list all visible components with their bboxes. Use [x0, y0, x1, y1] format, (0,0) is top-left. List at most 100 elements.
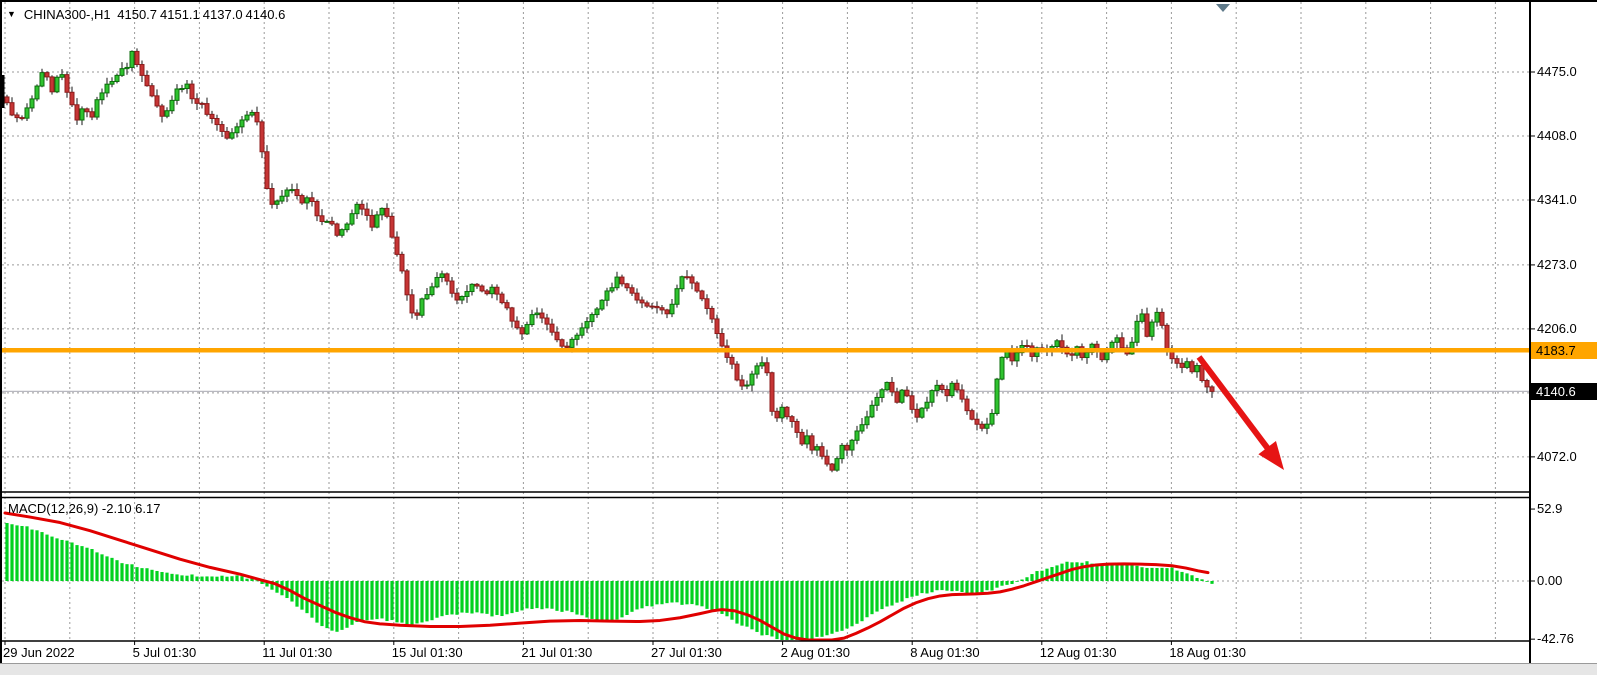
bear-candle	[134, 50, 140, 66]
macd-histogram-bar	[1135, 565, 1139, 581]
bull-candle	[439, 273, 445, 278]
bull-candle	[129, 50, 135, 68]
price-axis-label: 4475.0	[1537, 64, 1577, 79]
macd-histogram-bar	[700, 581, 704, 607]
trend-arrow-shaft[interactable]	[1196, 355, 1274, 455]
bull-candle	[1104, 351, 1110, 361]
time-axis-label: 27 Jul 01:30	[651, 645, 722, 660]
bear-candle	[629, 287, 635, 294]
macd-histogram-bar	[60, 539, 64, 581]
bull-candle	[669, 303, 675, 315]
macd-histogram-bar	[1085, 561, 1089, 581]
macd-histogram-bar	[595, 581, 599, 621]
macd-histogram-bar	[1030, 574, 1034, 581]
macd-histogram-bar	[615, 581, 619, 620]
bear-candle	[474, 283, 480, 287]
bull-candle	[814, 446, 820, 451]
bear-candle	[794, 420, 800, 433]
macd-histogram-bar	[1125, 563, 1129, 581]
collapse-ohlc-icon[interactable]: ▼	[7, 9, 16, 19]
macd-histogram-bar	[1100, 564, 1104, 581]
bull-candle	[1184, 361, 1190, 368]
bear-candle	[1119, 337, 1125, 349]
macd-histogram-bar	[275, 581, 279, 593]
macd-histogram-bar	[1165, 568, 1169, 581]
bull-candle	[164, 110, 170, 117]
bull-candle	[344, 223, 350, 231]
bottom-scroll-strip[interactable]	[0, 663, 1597, 675]
bear-candle	[954, 382, 960, 391]
bear-candle	[694, 282, 700, 292]
bull-candle	[1004, 351, 1010, 358]
bull-candle	[104, 83, 110, 94]
bull-candle	[39, 72, 45, 87]
bear-candle	[1069, 353, 1075, 356]
macd-histogram-bar	[500, 581, 504, 617]
bear-candle	[504, 302, 510, 309]
bear-candle	[399, 253, 405, 272]
macd-histogram-bar	[345, 581, 349, 628]
bull-candle	[919, 407, 925, 418]
macd-histogram-bar	[1045, 568, 1049, 581]
macd-histogram-bar	[1005, 581, 1009, 585]
macd-histogram-bar	[185, 575, 189, 581]
bull-candle	[169, 99, 175, 112]
macd-histogram-bar	[840, 581, 844, 631]
bear-candle	[979, 423, 985, 429]
bear-candle	[404, 270, 410, 296]
macd-histogram-bar	[1175, 570, 1179, 581]
bull-candle	[1154, 311, 1160, 323]
macd-histogram-bar	[65, 540, 69, 581]
bear-candle	[189, 83, 195, 100]
macd-histogram-bar	[1035, 571, 1039, 581]
macd-histogram-bar	[355, 581, 359, 622]
macd-histogram-bar	[790, 581, 794, 640]
bull-candle	[124, 66, 130, 70]
bear-candle	[734, 363, 740, 381]
macd-histogram-bar	[75, 545, 79, 581]
bull-candle	[929, 390, 935, 403]
macd-histogram-bar	[905, 581, 909, 599]
bear-candle	[449, 280, 455, 294]
bear-candle	[149, 85, 155, 97]
bear-candle	[554, 331, 560, 341]
macd-histogram-bar	[485, 581, 489, 614]
macd-histogram-bar	[930, 581, 934, 593]
macd-histogram-bar	[70, 542, 74, 581]
macd-histogram-bar	[55, 538, 59, 581]
bull-candle	[679, 276, 685, 290]
bull-candle	[754, 365, 760, 375]
macd-histogram-bar	[325, 581, 329, 629]
macd-histogram-bar	[820, 581, 824, 637]
bull-candle	[1134, 320, 1140, 343]
trend-arrow-head[interactable]	[1258, 441, 1284, 470]
macd-histogram-bar	[370, 581, 374, 620]
bull-candle	[924, 401, 930, 409]
bear-candle	[484, 290, 490, 295]
macd-histogram-bar	[230, 576, 234, 581]
macd-histogram-bar	[460, 581, 464, 613]
macd-histogram-bar	[100, 554, 104, 581]
macd-histogram-bar	[150, 569, 154, 581]
bear-candle	[329, 220, 335, 225]
macd-histogram-bar	[1140, 567, 1144, 581]
hline-price-tag[interactable]: 4183.7	[1531, 342, 1597, 359]
bear-candle	[799, 431, 805, 445]
macd-histogram-bar	[130, 564, 134, 581]
bull-candle	[534, 312, 540, 316]
macd-histogram-bar	[885, 581, 889, 607]
macd-histogram-bar	[895, 581, 899, 603]
macd-histogram-bar	[90, 549, 94, 581]
macd-histogram-bar	[260, 581, 264, 584]
macd-histogram-bar	[200, 576, 204, 581]
macd-histogram-bar	[915, 581, 919, 596]
bull-candle	[529, 314, 535, 326]
macd-histogram-bar	[255, 580, 259, 582]
bear-candle	[294, 189, 300, 197]
macd-histogram-bar	[340, 581, 344, 630]
bear-candle	[454, 292, 460, 301]
bear-candle	[829, 463, 835, 471]
bear-candle	[939, 384, 945, 391]
